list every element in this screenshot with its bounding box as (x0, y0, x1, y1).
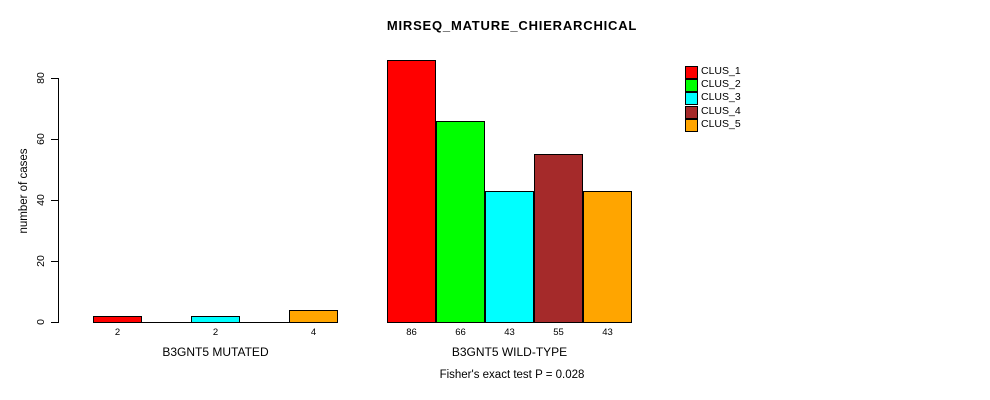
legend-swatch-icon (685, 92, 698, 105)
y-tick-mark (51, 261, 59, 262)
legend-swatch-icon (685, 106, 698, 119)
bar-value-label: 2 (114, 327, 121, 338)
legend-item-label: CLUS_3 (701, 91, 741, 103)
y-tick-label: 20 (35, 255, 47, 267)
y-tick-label: 0 (35, 319, 47, 325)
bar-value-label: 55 (553, 327, 564, 338)
bar-value-label: 66 (455, 327, 466, 338)
legend-item-label: CLUS_4 (701, 105, 741, 117)
bar-value-label: 43 (504, 327, 515, 338)
bar-clus_1 (93, 316, 142, 323)
legend-item-label: CLUS_2 (701, 78, 741, 90)
y-tick-label: 40 (35, 194, 47, 206)
bar-clus_2 (436, 121, 485, 323)
bar-clus_1 (387, 60, 436, 323)
legend-swatch-icon (685, 79, 698, 92)
y-tick-mark (51, 78, 59, 79)
bar-value-label: 4 (310, 327, 317, 338)
legend-item-label: CLUS_1 (701, 65, 741, 77)
legend-swatch-icon (685, 66, 698, 79)
bar-clus_5 (583, 191, 632, 323)
y-tick-label: 80 (35, 72, 47, 84)
chart-title: MIRSEQ_MATURE_CHIERARCHICAL (386, 18, 638, 33)
y-tick-label: 60 (35, 133, 47, 145)
bar-clus_5 (289, 310, 338, 323)
footnote-text: Fisher's exact test P = 0.028 (439, 369, 585, 381)
group-label: B3GNT5 MUTATED (162, 345, 269, 359)
legend-swatch-icon (685, 119, 698, 132)
bar-value-label: 2 (212, 327, 219, 338)
group-label: B3GNT5 WILD-TYPE (451, 345, 568, 359)
bar-clus_3 (191, 316, 240, 323)
bar-value-label: 43 (602, 327, 613, 338)
legend-item-label: CLUS_5 (701, 118, 741, 130)
y-tick-mark (51, 139, 59, 140)
bar-clus_4 (534, 154, 583, 323)
y-tick-mark (51, 322, 59, 323)
bar-value-label: 86 (406, 327, 417, 338)
bar-clus_3 (485, 191, 534, 323)
y-tick-mark (51, 200, 59, 201)
